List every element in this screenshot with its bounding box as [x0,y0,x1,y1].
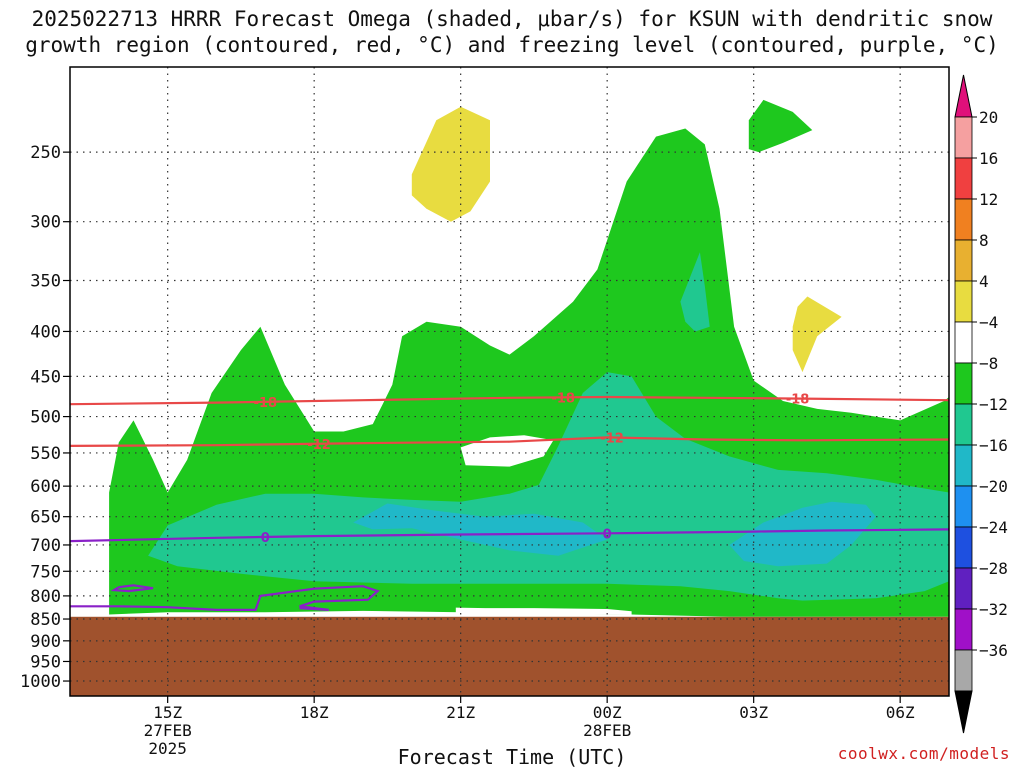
y-tick-label-900: 900 [30,632,61,652]
omega-region-minus12-core-a [353,503,608,556]
omega-shading [109,99,949,617]
y-tick-label-1000: 1000 [20,672,61,692]
omega-region-minus8-aloft [680,252,710,332]
plot-frame [69,66,950,697]
colorbar-bottom-arrow [954,690,973,734]
colorbar-swatch-0 [954,116,973,159]
freezing-level-small-loop [110,584,154,593]
y-tick-label-700: 700 [30,536,61,556]
title-line-2: growth region (contoured, red, °C) and f… [25,33,999,57]
y-tick-label-750: 750 [30,562,61,582]
colorbar-label-10: −24 [979,518,1008,537]
x-tick-label-18Z: 18Z [300,703,329,722]
dgz-minus18-label-2: -18 [786,393,810,408]
x-tick-label-00Z: 00Z [593,703,622,722]
colorbar-label-6: −8 [979,354,998,373]
omega-region-minus4-top [748,99,813,153]
colorbar-top-arrow [954,74,973,118]
y-tick-label-300: 300 [30,213,61,233]
freezing-level-label-0: 0 [261,531,270,546]
colorbar-label-9: −20 [979,477,1008,496]
x-tick-label-15Z: 15Z [153,703,182,722]
y-axis: 2503003504004505005506006507007508008509… [20,143,70,692]
x-year-label-2025: 2025 [148,739,187,758]
y-tick-label-600: 600 [30,477,61,497]
x-tick-label-21Z: 21Z [446,703,475,722]
y-tick-label-800: 800 [30,587,61,607]
title-line-1: 2025022713 HRRR Forecast Omega (shaded, … [31,7,993,31]
colorbar-label-3: 8 [979,231,989,250]
y-tick-label-250: 250 [30,143,61,163]
colorbar-swatch-10 [954,526,973,569]
colorbar-label-0: 20 [979,108,998,127]
colorbar-swatch-1 [954,157,973,200]
dgz-minus12-label-1: -12 [600,431,624,446]
colorbar-swatch-6 [954,362,973,405]
y-tick-label-850: 850 [30,610,61,630]
x-date-label-27FEB: 27FEB [144,721,192,740]
colorbar-label-2: 12 [979,190,998,209]
colorbar: 20 16 12 8 4 −4 −8 −12 −16 −20 −24 −28 −32 −36 [954,74,1008,734]
colorbar-swatch-5 [954,321,973,364]
freezing-level-lower-line [70,585,380,612]
colorbar-label-1: 16 [979,149,998,168]
omega-region-minus12-core-b [729,501,876,567]
y-tick-label-550: 550 [30,444,61,464]
colorbar-label-8: −16 [979,436,1008,455]
y-tick-label-650: 650 [30,508,61,528]
grid-lines [70,67,949,696]
dgz-minus18-label-1: -18 [551,391,575,406]
colorbar-label-5: −4 [979,313,998,332]
ground-fill [70,616,949,696]
dgz-minus12-line [70,436,949,447]
colorbar-swatch-11 [954,567,973,610]
colorbar-swatch-3 [954,239,973,282]
colorbar-label-13: −36 [979,641,1008,660]
colorbar-label-12: −32 [979,600,1008,619]
y-tick-label-500: 500 [30,408,61,428]
x-axis-title: Forecast Time (UTC) [397,745,627,769]
colorbar-label-11: −28 [979,559,1008,578]
x-tick-label-03Z: 03Z [739,703,768,722]
freezing-level-label-1: 0 [603,527,612,542]
colorbar-swatch-2 [954,198,973,241]
y-tick-label-350: 350 [30,272,61,292]
dgz-minus18-line [70,395,949,406]
dgz-minus18-label-0: -18 [254,396,278,411]
colorbar-swatch-9 [954,485,973,528]
ground-below-surface [70,616,949,696]
x-date-label-28FEB: 28FEB [583,721,631,740]
colorbar-label-4: 4 [979,272,989,291]
omega-gap-near-ground [455,607,632,615]
omega-gap-near-zero [460,435,554,467]
colorbar-label-7: −12 [979,395,1008,414]
chart-title: 2025022713 HRRR Forecast Omega (shaded, … [0,6,1024,58]
omega-region-plus4-lower [792,296,842,373]
freezing-level-line [70,528,949,543]
omega-region-plus4-upper [411,106,490,222]
colorbar-swatch-4 [954,280,973,323]
colorbar-swatch-12 [954,608,973,651]
colorbar-swatch-8 [954,444,973,487]
y-tick-label-450: 450 [30,367,61,387]
colorbar-swatch-7 [954,403,973,446]
credit-text: coolwx.com/models [837,744,1010,763]
x-tick-label-06Z: 06Z [886,703,915,722]
dgz-minus12-label-0: -12 [307,438,331,453]
y-tick-label-400: 400 [30,322,61,342]
y-tick-label-950: 950 [30,652,61,672]
temperature-contours: -18 -18 -18 -12 -12 0 0 [70,391,949,612]
colorbar-swatch-13 [954,649,973,692]
